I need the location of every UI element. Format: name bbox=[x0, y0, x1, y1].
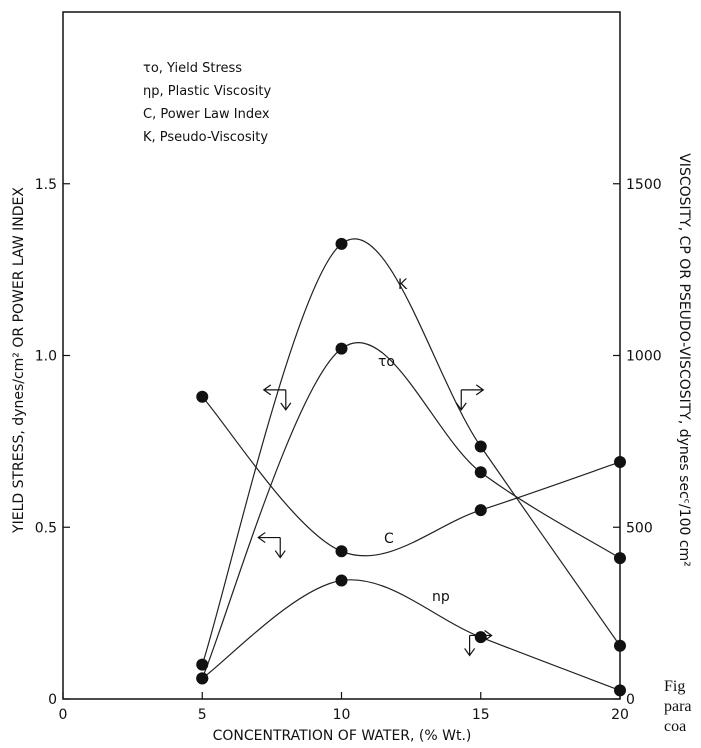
x-tick-label: 15 bbox=[472, 707, 490, 723]
y-right-tick-label: 1000 bbox=[626, 349, 662, 365]
y-right-tick-label: 0 bbox=[626, 692, 635, 708]
y-right-axis-label: VISCOSITY, CP OR PSEUDO-VISCOSITY, dynes… bbox=[676, 153, 692, 567]
y-left-tick-label: 1.5 bbox=[35, 177, 57, 193]
series-line-np bbox=[201, 579, 621, 691]
data-point-np bbox=[335, 574, 348, 587]
data-point-c bbox=[335, 545, 348, 558]
data-point-k bbox=[335, 237, 348, 250]
y-right-tick-label: 500 bbox=[626, 520, 653, 536]
x-tick-label: 20 bbox=[611, 707, 629, 723]
axis-arrow bbox=[257, 532, 286, 559]
series-line-tau bbox=[201, 342, 621, 679]
data-point-tau bbox=[474, 466, 487, 479]
series-line-k bbox=[201, 238, 621, 665]
series-label-k: K bbox=[398, 277, 408, 293]
data-point-k bbox=[474, 440, 487, 453]
points bbox=[196, 237, 626, 697]
axis-arrow bbox=[262, 384, 292, 411]
data-point-np bbox=[196, 672, 209, 685]
y-left-tick-label: 0 bbox=[48, 692, 57, 708]
data-point-c bbox=[196, 390, 209, 403]
x-axis-label: CONCENTRATION OF WATER, (% Wt.) bbox=[213, 728, 472, 744]
legend-entry-power-law-index: C, Power Law Index bbox=[143, 107, 270, 122]
axis-arrow bbox=[464, 629, 493, 657]
y-left-tick-label: 0.5 bbox=[35, 520, 57, 536]
curves bbox=[201, 238, 621, 691]
legend: τo, Yield Stress ηp, Plastic Viscosity C… bbox=[143, 61, 272, 145]
data-point-np bbox=[614, 684, 626, 697]
x-tick-label: 5 bbox=[198, 707, 207, 723]
y-left-tick-label: 1.0 bbox=[35, 349, 57, 365]
series-label-c: C bbox=[384, 531, 394, 547]
axis-arrow bbox=[455, 384, 485, 411]
data-point-tau bbox=[335, 342, 348, 355]
legend-entry-yield-stress: τo, Yield Stress bbox=[143, 61, 242, 76]
data-point-np bbox=[474, 631, 487, 644]
caption-line: para bbox=[664, 698, 692, 715]
data-point-tau bbox=[614, 552, 626, 565]
legend-entry-plastic-viscosity: ηp, Plastic Viscosity bbox=[143, 84, 272, 99]
series-label-tau: τo bbox=[378, 354, 395, 370]
data-point-c bbox=[474, 504, 487, 517]
data-point-k bbox=[614, 639, 626, 652]
data-point-k bbox=[196, 658, 209, 671]
caption-line: coa bbox=[664, 718, 687, 735]
series-labels: K τo C np bbox=[378, 277, 450, 605]
series-line-c bbox=[201, 396, 621, 557]
data-point-c bbox=[614, 455, 626, 468]
x-tick-label: 0 bbox=[59, 707, 68, 723]
legend-entry-pseudo-viscosity: K, Pseudo-Viscosity bbox=[143, 130, 268, 145]
series-label-np: np bbox=[432, 589, 450, 605]
y-left-axis-label: YIELD STRESS, dynes/cm² OR POWER LAW IND… bbox=[11, 187, 27, 534]
y-right-tick-label: 1500 bbox=[626, 177, 662, 193]
caption-line: Fig bbox=[664, 678, 686, 695]
axis-arrows bbox=[257, 384, 493, 657]
x-tick-label: 10 bbox=[333, 707, 351, 723]
